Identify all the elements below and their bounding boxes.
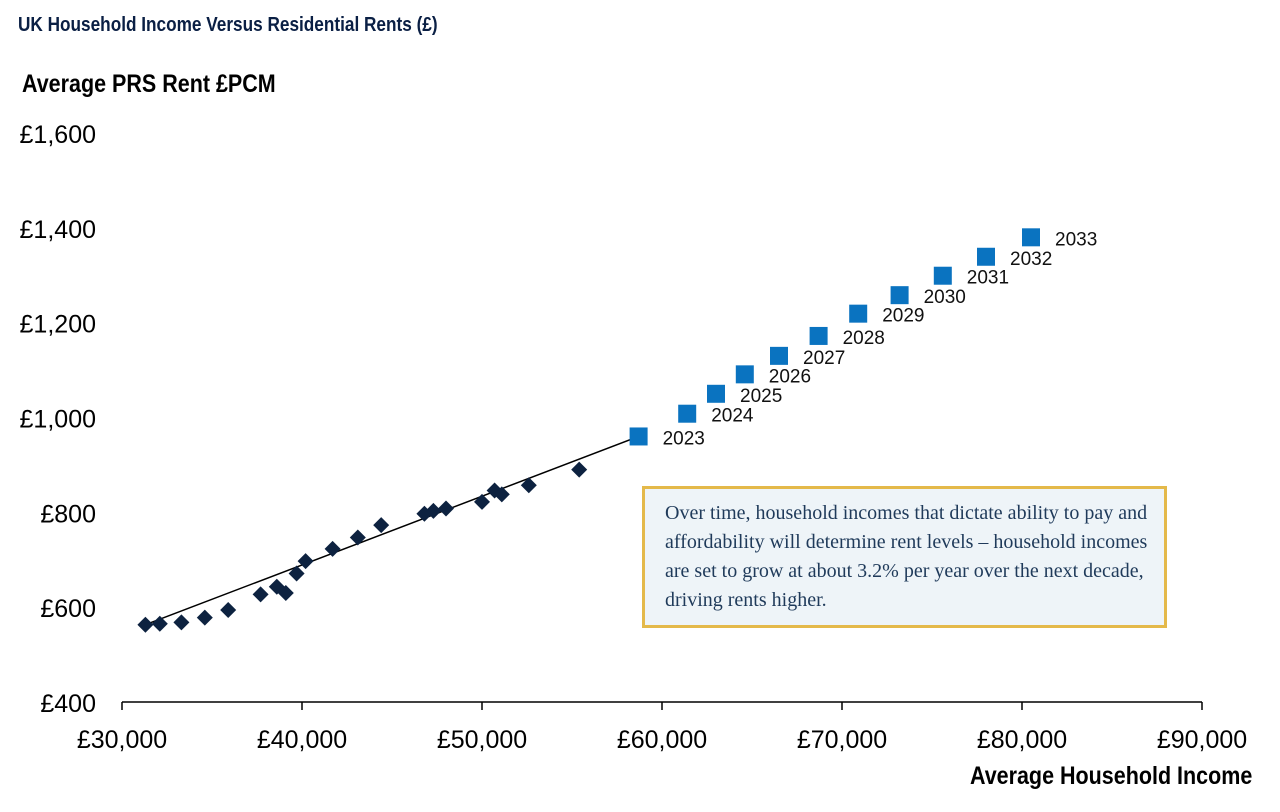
square-point bbox=[770, 346, 788, 365]
x-tick-label: £90,000 bbox=[1157, 726, 1247, 754]
x-tick-label: £80,000 bbox=[977, 726, 1067, 754]
diamond-point bbox=[173, 614, 190, 631]
y-tick-label: £1,600 bbox=[20, 121, 96, 149]
diamond-point bbox=[324, 540, 341, 557]
diamond-point bbox=[438, 500, 454, 517]
y-tick-label: £1,200 bbox=[20, 311, 96, 339]
diamond-point bbox=[196, 609, 213, 626]
diamond-point bbox=[137, 616, 154, 633]
x-axis: £30,000 £40,000 £50,000 £60,000 £70,000 £80,0… bbox=[77, 701, 1247, 754]
square-point bbox=[977, 247, 995, 266]
x-tick-label: £60,000 bbox=[617, 726, 707, 754]
trendline-group bbox=[145, 435, 639, 626]
diamond-point bbox=[297, 553, 314, 570]
trendline bbox=[145, 435, 639, 626]
diamond-point bbox=[520, 477, 537, 494]
square-point bbox=[933, 266, 952, 285]
square-point bbox=[849, 304, 868, 323]
x-tick-label: £50,000 bbox=[437, 726, 527, 754]
point-year-label: 2023 bbox=[663, 428, 705, 449]
diamond-point bbox=[277, 584, 294, 601]
square-point bbox=[890, 286, 909, 305]
diamond-point bbox=[474, 493, 490, 510]
x-tick-label: £30,000 bbox=[77, 726, 167, 754]
y-tick-label: £600 bbox=[40, 595, 96, 623]
diamond-point bbox=[252, 586, 269, 603]
diamond-point bbox=[416, 505, 433, 522]
square-point bbox=[678, 404, 697, 423]
diamond-point bbox=[349, 529, 366, 546]
point-year-label: 2032 bbox=[1010, 249, 1052, 270]
y-tick-label: £400 bbox=[40, 690, 96, 718]
square-point bbox=[1022, 228, 1040, 247]
point-year-label: 2030 bbox=[924, 287, 966, 308]
x-tick-label: £70,000 bbox=[797, 726, 887, 754]
point-year-label: 2031 bbox=[967, 268, 1009, 289]
annotation-text: Over time, household incomes that dictat… bbox=[665, 502, 1148, 611]
annotation-box: Over time, household incomes that dictat… bbox=[642, 486, 1167, 628]
y-tick-label: £800 bbox=[40, 500, 96, 528]
square-point bbox=[735, 365, 754, 384]
y-tick-labels: £400 £600 £800 £1,000 £1,200 £1,400 £1,600 bbox=[20, 121, 96, 718]
diamond-point bbox=[288, 565, 305, 582]
square-point bbox=[629, 427, 648, 446]
point-year-label: 2029 bbox=[882, 306, 924, 327]
point-year-label: 2026 bbox=[769, 366, 811, 387]
chart-title: UK Household Income Versus Residential R… bbox=[18, 14, 438, 36]
point-year-label: 2033 bbox=[1055, 229, 1097, 250]
diamond-point bbox=[425, 502, 442, 519]
data-points: 2023 202420252026202720282029203020312032… bbox=[137, 228, 1097, 633]
y-tick-label: £1,400 bbox=[20, 216, 96, 244]
point-year-label: 2025 bbox=[740, 386, 782, 407]
x-axis-label: Average Household Income bbox=[969, 762, 1252, 790]
diamond-point bbox=[571, 461, 588, 478]
diamond-point bbox=[151, 615, 168, 632]
square-point bbox=[809, 326, 828, 345]
diamond-point bbox=[493, 486, 510, 503]
diamond-point bbox=[220, 602, 237, 619]
y-tick-label: £1,000 bbox=[20, 406, 96, 434]
point-year-label: 2028 bbox=[843, 328, 885, 349]
diamond-point bbox=[373, 517, 390, 534]
x-tick-label: £40,000 bbox=[257, 726, 347, 754]
point-year-label: 2024 bbox=[711, 406, 754, 427]
point-year-label: 2027 bbox=[803, 348, 845, 369]
square-point bbox=[707, 384, 725, 403]
y-axis-label: Average PRS Rent £PCM bbox=[22, 70, 276, 98]
